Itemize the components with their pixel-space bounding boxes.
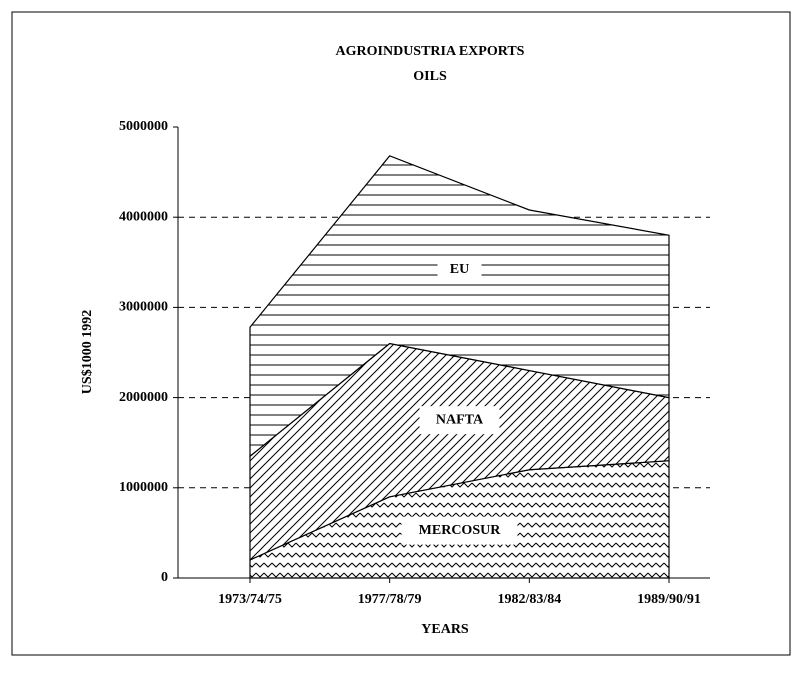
x-axis-label: YEARS <box>421 622 469 637</box>
y-tick-label: 0 <box>161 570 168 585</box>
y-tick-label: 4000000 <box>119 209 168 224</box>
y-axis-label: US$1000 1992 <box>80 310 95 394</box>
label-box <box>419 406 500 435</box>
x-tick-label: 1989/90/91 <box>637 592 701 607</box>
x-tick-label: 1977/78/79 <box>358 592 422 607</box>
series-label: MERCOSUR <box>419 523 502 538</box>
series-label: EU <box>450 262 469 277</box>
x-tick-label: 1982/83/84 <box>497 592 561 607</box>
area <box>249 155 670 458</box>
y-tick-label: 5000000 <box>119 119 168 134</box>
y-tick-label: 1000000 <box>119 480 168 495</box>
x-tick-label: 1973/74/75 <box>218 592 282 607</box>
label-box <box>401 516 518 545</box>
series-label: NAFTA <box>436 412 484 427</box>
chart-subtitle: OILS <box>413 69 447 84</box>
chart-title: AGROINDUSTRIA EXPORTS <box>336 44 525 59</box>
y-tick-label: 3000000 <box>119 300 168 315</box>
y-tick-label: 2000000 <box>119 390 168 405</box>
label-box <box>437 255 482 284</box>
